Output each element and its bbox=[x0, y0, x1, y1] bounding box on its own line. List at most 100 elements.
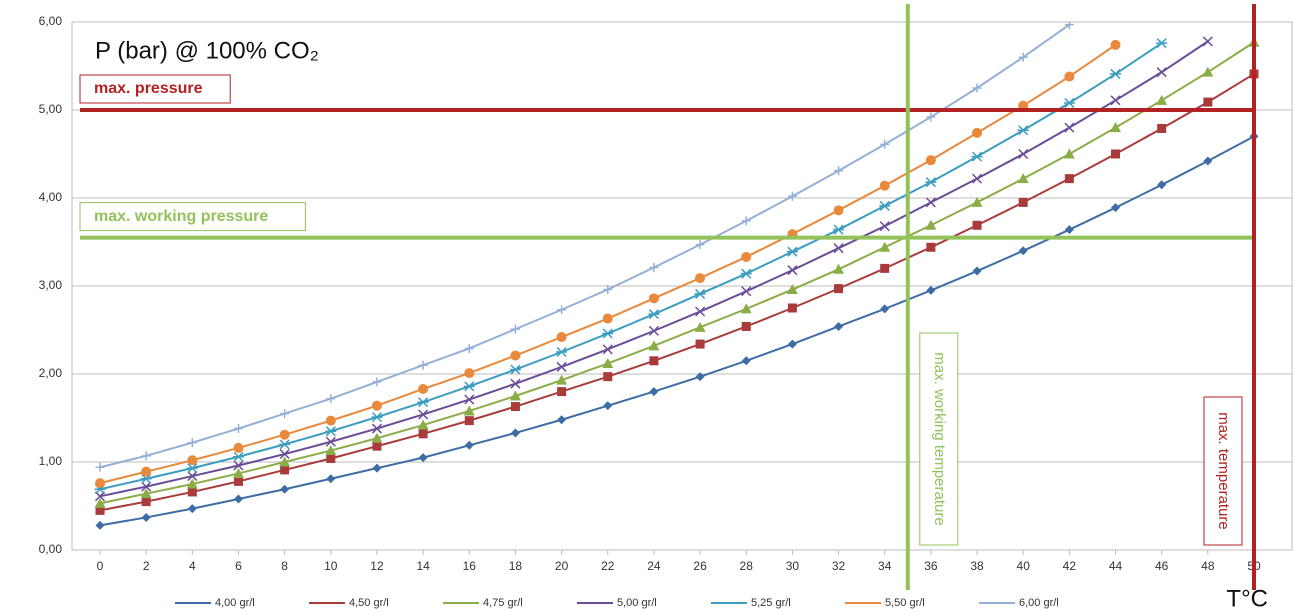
marker bbox=[325, 426, 337, 437]
marker bbox=[1111, 149, 1121, 159]
marker bbox=[326, 394, 336, 404]
marker bbox=[834, 321, 844, 331]
marker bbox=[141, 512, 151, 522]
marker bbox=[556, 361, 567, 372]
marker bbox=[186, 478, 198, 489]
x-tick-label: 44 bbox=[1109, 559, 1123, 573]
y-tick-label: 4,00 bbox=[39, 190, 63, 204]
x-tick-label: 24 bbox=[647, 559, 661, 573]
x-tick-label: 6 bbox=[235, 559, 242, 573]
marker bbox=[695, 240, 705, 250]
marker bbox=[325, 436, 336, 447]
marker bbox=[510, 350, 521, 361]
x-tick-label: 8 bbox=[281, 559, 288, 573]
x-tick-label: 26 bbox=[693, 559, 707, 573]
marker bbox=[1111, 203, 1121, 213]
marker bbox=[649, 387, 659, 397]
marker bbox=[1110, 68, 1122, 79]
marker bbox=[509, 390, 521, 401]
marker bbox=[233, 442, 244, 453]
marker bbox=[694, 321, 706, 332]
marker bbox=[879, 221, 890, 232]
x-tick-label: 38 bbox=[970, 559, 984, 573]
marker bbox=[279, 439, 291, 450]
marker bbox=[1018, 197, 1028, 207]
reference-label-box bbox=[79, 202, 306, 232]
marker bbox=[325, 445, 337, 456]
marker bbox=[1203, 97, 1213, 107]
marker bbox=[1202, 66, 1214, 77]
marker bbox=[879, 200, 891, 211]
marker bbox=[279, 456, 291, 467]
marker bbox=[786, 246, 798, 257]
marker bbox=[695, 339, 705, 349]
marker bbox=[741, 216, 751, 226]
marker bbox=[417, 419, 429, 430]
marker bbox=[787, 265, 798, 276]
marker bbox=[648, 293, 659, 304]
marker bbox=[648, 309, 660, 320]
marker bbox=[972, 173, 983, 184]
marker bbox=[464, 394, 475, 405]
marker bbox=[786, 284, 798, 295]
marker bbox=[971, 151, 983, 162]
chart-title: P (bar) @ 100% CO₂ bbox=[95, 37, 319, 64]
x-tick-label: 10 bbox=[324, 559, 338, 573]
marker bbox=[187, 487, 197, 497]
marker bbox=[325, 415, 336, 426]
marker bbox=[95, 478, 105, 489]
marker bbox=[233, 460, 244, 471]
marker bbox=[1156, 94, 1168, 105]
reference-label: max. working pressure bbox=[94, 208, 268, 225]
y-tick-label: 3,00 bbox=[39, 278, 63, 292]
marker bbox=[1017, 125, 1029, 136]
marker bbox=[926, 242, 936, 252]
marker bbox=[1202, 36, 1213, 47]
marker bbox=[464, 416, 474, 426]
marker bbox=[648, 340, 660, 351]
y-tick-label: 1,00 bbox=[39, 454, 63, 468]
marker bbox=[510, 428, 520, 438]
x-tick-label: 42 bbox=[1063, 559, 1077, 573]
x-tick-label: 0 bbox=[97, 559, 104, 573]
marker bbox=[141, 497, 151, 507]
marker bbox=[372, 441, 382, 451]
marker bbox=[233, 494, 243, 504]
marker bbox=[879, 241, 891, 252]
marker bbox=[1063, 148, 1075, 159]
marker bbox=[1110, 39, 1121, 50]
marker bbox=[94, 497, 106, 508]
x-tick-label: 36 bbox=[924, 559, 938, 573]
marker bbox=[787, 303, 797, 313]
marker bbox=[464, 440, 474, 450]
x-tick-label: 14 bbox=[416, 559, 430, 573]
marker bbox=[186, 463, 198, 474]
marker bbox=[834, 284, 844, 294]
marker bbox=[509, 364, 521, 375]
marker bbox=[326, 453, 336, 463]
marker bbox=[232, 451, 244, 462]
marker bbox=[925, 177, 937, 188]
marker bbox=[280, 484, 290, 494]
marker bbox=[187, 471, 198, 482]
marker bbox=[695, 273, 706, 284]
x-tick-label: 18 bbox=[509, 559, 523, 573]
marker bbox=[463, 405, 475, 416]
marker bbox=[1018, 52, 1028, 62]
marker bbox=[510, 324, 520, 334]
marker bbox=[557, 387, 567, 397]
marker bbox=[741, 321, 751, 331]
marker bbox=[602, 328, 614, 339]
marker bbox=[1064, 22, 1074, 30]
marker bbox=[280, 409, 290, 419]
marker bbox=[464, 343, 474, 353]
marker bbox=[417, 397, 429, 408]
legend-label: 6,00 gr/l bbox=[1019, 597, 1059, 609]
marker bbox=[141, 466, 152, 477]
marker bbox=[1064, 71, 1075, 82]
marker bbox=[557, 415, 567, 425]
marker bbox=[880, 139, 890, 149]
marker bbox=[1157, 180, 1167, 190]
reference-label-box bbox=[1203, 396, 1243, 546]
x-tick-label: 40 bbox=[1017, 559, 1031, 573]
